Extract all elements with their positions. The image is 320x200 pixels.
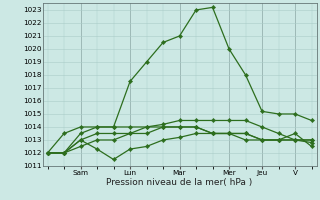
X-axis label: Pression niveau de la mer( hPa ): Pression niveau de la mer( hPa ) [107, 178, 253, 187]
